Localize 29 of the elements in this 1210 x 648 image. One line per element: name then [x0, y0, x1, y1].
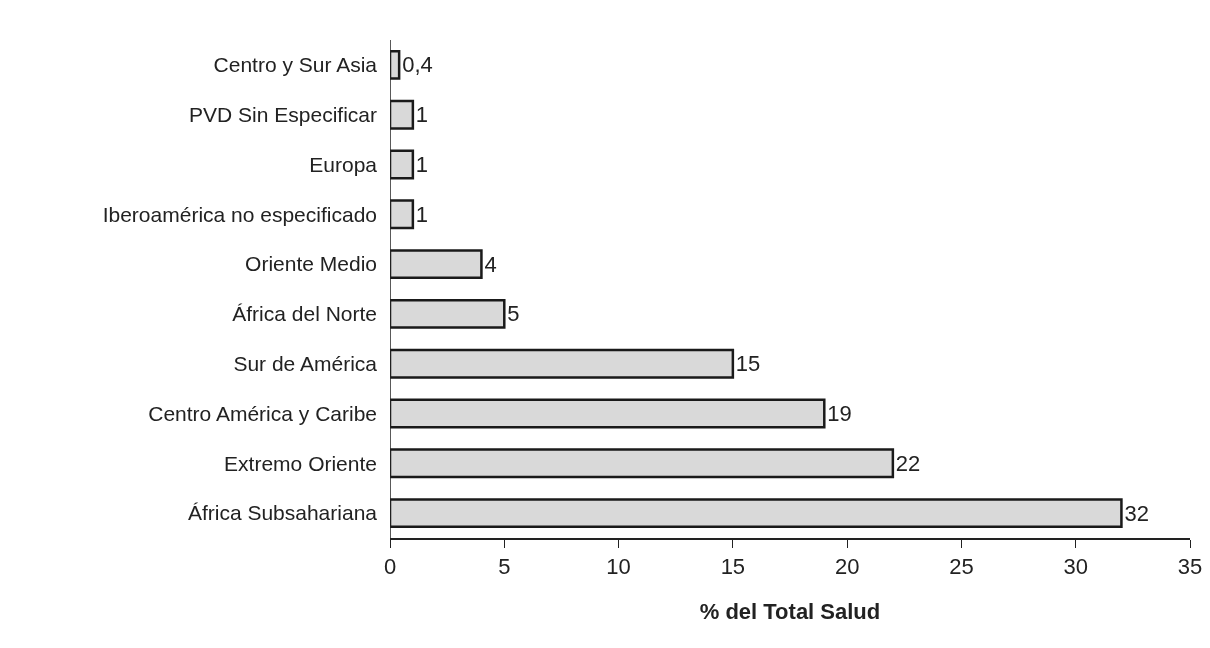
y-tick-label: África Subsahariana	[187, 501, 378, 525]
y-tick-label: Extremo Oriente	[224, 451, 377, 475]
x-tick-label: 20	[834, 554, 860, 580]
data-label: 1	[415, 102, 429, 128]
y-tick-label: Sur de América	[233, 352, 378, 376]
data-label: 1	[415, 201, 429, 227]
data-label: 22	[895, 450, 921, 476]
y-tick-label: Centro y Sur Asia	[213, 53, 378, 77]
data-label: 32	[1124, 500, 1149, 526]
y-tick-label: PVD Sin Especificar	[189, 103, 377, 127]
x-tick-label: 25	[949, 554, 974, 580]
y-tick-label: Oriente Medio	[245, 252, 377, 276]
data-label: 19	[827, 400, 852, 426]
x-tick-label: 0	[383, 554, 397, 580]
y-tick-label: África del Norte	[232, 302, 377, 326]
data-label: 4	[484, 251, 497, 277]
data-label: 15	[735, 351, 761, 377]
x-tick-label: 10	[606, 554, 631, 580]
y-tick-label: Europa	[309, 152, 378, 176]
x-axis-title: % del Total Salud	[699, 598, 881, 624]
data-label: 0,4	[402, 52, 433, 78]
data-label: 1	[415, 152, 429, 178]
y-tick-label: Centro América y Caribe	[148, 401, 377, 425]
x-tick-label: 5	[498, 554, 511, 580]
x-tick-label: 15	[720, 554, 746, 580]
x-tick-label: 35	[1177, 554, 1203, 580]
y-tick-label: Iberoamérica no especificado	[102, 202, 377, 226]
data-label: 5	[507, 301, 520, 327]
x-tick-label: 30	[1063, 554, 1088, 580]
